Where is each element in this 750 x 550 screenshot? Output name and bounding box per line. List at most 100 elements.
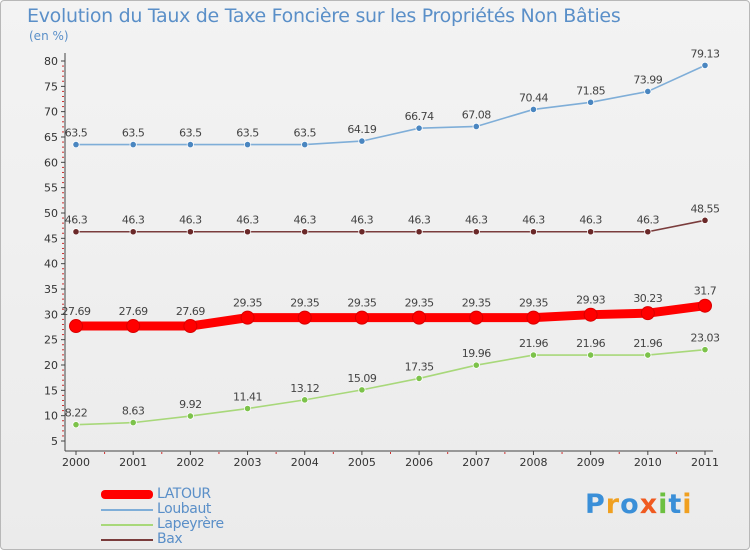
data-label-bax: 46.3 bbox=[351, 214, 374, 227]
data-point-lapeyrre bbox=[129, 419, 137, 427]
y-minor-tick bbox=[62, 202, 64, 204]
legend-label: Loubaut bbox=[157, 501, 212, 517]
y-minor-tick bbox=[62, 106, 64, 108]
data-point-bax bbox=[701, 216, 709, 224]
y-tick-label: 75 bbox=[44, 80, 58, 93]
y-minor-tick bbox=[62, 303, 64, 305]
data-label-latour: 29.35 bbox=[233, 297, 262, 310]
x-tick-label: 2000 bbox=[62, 456, 90, 469]
data-point-bax bbox=[529, 228, 538, 236]
x-tick-label: 2008 bbox=[519, 456, 547, 469]
data-point-loubaut bbox=[186, 141, 194, 149]
x-minor-tick bbox=[504, 452, 506, 454]
y-minor-tick bbox=[62, 323, 64, 325]
data-point-bax bbox=[243, 228, 252, 236]
data-label-loubaut: 63.5 bbox=[65, 127, 88, 140]
y-minor-tick bbox=[62, 182, 64, 184]
data-label-loubaut: 66.74 bbox=[405, 110, 434, 123]
y-minor-tick bbox=[62, 268, 64, 270]
y-minor-tick bbox=[62, 318, 64, 320]
y-minor-tick bbox=[62, 283, 64, 285]
y-minor-tick bbox=[62, 344, 64, 346]
data-label-bax: 46.3 bbox=[522, 214, 545, 227]
data-point-lapeyrre bbox=[644, 351, 652, 359]
y-minor-tick bbox=[62, 410, 64, 412]
legend-label: Bax bbox=[157, 531, 183, 547]
data-point-loubaut bbox=[701, 61, 709, 70]
data-point-loubaut bbox=[644, 87, 652, 96]
unit-label: (en %) bbox=[29, 29, 69, 43]
y-minor-tick bbox=[62, 425, 64, 427]
data-label-latour: 29.35 bbox=[462, 297, 491, 310]
data-label-loubaut: 67.08 bbox=[462, 108, 491, 121]
data-point-latour bbox=[640, 306, 655, 321]
data-label-loubaut: 71.85 bbox=[576, 84, 605, 97]
y-minor-tick bbox=[62, 399, 64, 401]
y-tick-label: 65 bbox=[44, 131, 58, 144]
data-label-loubaut: 63.5 bbox=[179, 127, 202, 140]
data-point-bax bbox=[472, 228, 480, 236]
y-minor-tick bbox=[62, 329, 64, 331]
y-minor-tick bbox=[62, 90, 64, 92]
data-point-bax bbox=[301, 228, 309, 236]
data-label-lapeyrre: 15.09 bbox=[347, 372, 376, 385]
data-label-loubaut: 63.5 bbox=[122, 127, 145, 140]
y-minor-tick bbox=[62, 354, 64, 356]
data-label-bax: 46.3 bbox=[236, 214, 259, 227]
y-minor-tick bbox=[62, 278, 64, 280]
y-minor-tick bbox=[62, 95, 64, 97]
data-label-lapeyrre: 23.03 bbox=[691, 332, 720, 345]
data-label-loubaut: 73.99 bbox=[633, 73, 662, 86]
y-tick-label: 70 bbox=[44, 106, 58, 119]
y-minor-tick bbox=[62, 293, 64, 295]
y-tick-label: 10 bbox=[44, 410, 58, 423]
data-label-latour: 29.35 bbox=[519, 297, 548, 310]
legend-swatch bbox=[101, 490, 153, 499]
data-label-bax: 46.3 bbox=[122, 214, 145, 227]
series-line-bax bbox=[75, 219, 706, 233]
series-lapeyrre: 8.22 8.63 9.92 11.41 13.12 15.09 17.35 19.96 21.… bbox=[65, 332, 720, 429]
x-minor-tick bbox=[390, 452, 391, 454]
x-tick-label: 2004 bbox=[291, 456, 319, 469]
y-tick-label: 60 bbox=[44, 156, 58, 169]
x-minor-tick bbox=[675, 452, 677, 454]
data-point-latour bbox=[126, 319, 141, 334]
legend-swatch bbox=[101, 509, 153, 511]
data-label-loubaut: 63.5 bbox=[236, 127, 259, 140]
series-bax: 46.3 46.3 46.3 46.3 46.3 46.3 46.3 46.3 46.3 46.3… bbox=[65, 202, 720, 236]
legend-item-latour: LATOUR bbox=[101, 486, 281, 502]
y-tick-label: 30 bbox=[44, 308, 58, 321]
y-tick-label: 50 bbox=[44, 207, 58, 220]
y-minor-tick bbox=[62, 222, 64, 224]
x-tick-label: 2009 bbox=[577, 456, 605, 469]
legend-label: LATOUR bbox=[157, 486, 211, 502]
data-point-bax bbox=[129, 228, 137, 236]
y-minor-tick bbox=[62, 146, 64, 148]
data-point-lapeyrre bbox=[186, 412, 194, 420]
data-label-bax: 46.3 bbox=[293, 214, 316, 227]
y-minor-tick bbox=[62, 242, 64, 244]
series-group: 63.5 63.5 63.5 63.5 63.5 64.19 66.74 67.08 70.44… bbox=[62, 47, 720, 429]
data-label-bax: 48.55 bbox=[691, 202, 720, 215]
data-label-lapeyrre: 21.96 bbox=[519, 337, 548, 350]
x-minor-tick bbox=[447, 452, 449, 454]
data-point-lapeyrre bbox=[72, 421, 80, 429]
y-minor-tick bbox=[62, 334, 64, 336]
data-point-latour bbox=[354, 310, 369, 325]
y-minor-tick bbox=[62, 405, 64, 407]
y-minor-tick bbox=[62, 253, 64, 255]
data-point-lapeyrre bbox=[301, 396, 309, 404]
y-tick-label: 20 bbox=[44, 359, 58, 372]
data-label-latour: 27.69 bbox=[176, 305, 205, 318]
data-point-lapeyrre bbox=[587, 351, 595, 359]
data-point-latour bbox=[583, 307, 598, 322]
series-latour: 27.69 27.69 27.69 29.35 29.35 29.35 29.35 29.35… bbox=[62, 285, 717, 334]
data-point-latour bbox=[183, 319, 198, 334]
data-label-latour: 30.23 bbox=[633, 292, 662, 305]
y-minor-tick bbox=[62, 379, 64, 381]
y-tick-label: 45 bbox=[44, 232, 58, 245]
legend-item-bax: Bax bbox=[101, 531, 281, 547]
data-point-bax bbox=[186, 228, 194, 236]
data-point-lapeyrre bbox=[472, 361, 480, 369]
data-point-loubaut bbox=[472, 122, 480, 131]
